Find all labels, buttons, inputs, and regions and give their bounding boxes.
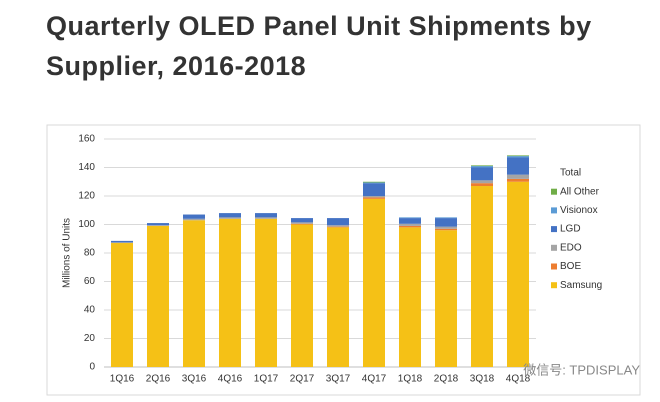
- bar-segment: [363, 196, 385, 198]
- x-tick-label: 4Q16: [218, 374, 243, 385]
- y-tick-label: 80: [84, 248, 96, 259]
- y-tick-label: 100: [78, 219, 95, 230]
- x-tick-label: 3Q18: [470, 374, 495, 385]
- legend-label: BOE: [560, 261, 581, 272]
- bar-segment: [291, 222, 313, 224]
- y-tick-label: 20: [84, 333, 96, 344]
- bar-segment: [399, 227, 421, 367]
- y-axis-label: Millions of Units: [62, 218, 73, 288]
- bar-segment: [399, 223, 421, 226]
- bar-segment: [435, 217, 457, 219]
- y-tick-label: 60: [84, 276, 96, 287]
- legend-swatch: [551, 244, 557, 251]
- legend-label: EDO: [560, 242, 582, 253]
- bar-segment: [507, 155, 529, 157]
- bar-segment: [147, 223, 169, 226]
- bar-segment: [291, 224, 313, 367]
- watermark: 微信号: TPDISPLAY: [523, 362, 640, 377]
- legend-label: LGD: [560, 224, 581, 235]
- legend-swatch: [551, 207, 557, 214]
- legend-swatch: [551, 226, 557, 233]
- bar-segment: [147, 225, 169, 367]
- bar-segment: [111, 240, 133, 243]
- x-tick-label: 4Q18: [506, 374, 531, 385]
- bar-segment: [219, 218, 241, 367]
- x-tick-label: 1Q17: [254, 374, 279, 385]
- legend-swatch: [551, 188, 557, 195]
- bar-segment: [219, 217, 241, 219]
- x-tick-label: 1Q18: [398, 374, 423, 385]
- bar-segment: [363, 183, 385, 196]
- y-tick-label: 0: [89, 362, 95, 373]
- legend-label: All Other: [560, 186, 600, 197]
- bar-segment: [183, 218, 205, 221]
- bar-segment: [399, 225, 421, 228]
- bar-segment: [111, 242, 133, 244]
- legend-swatch: [551, 282, 557, 289]
- bar-segment: [507, 174, 529, 179]
- bar-segment: [111, 243, 133, 367]
- bar-segment: [291, 223, 313, 225]
- bar-segment: [471, 166, 493, 168]
- title: Quarterly OLED Panel Unit Shipments by S…: [46, 6, 592, 86]
- legend-label: Samsung: [560, 280, 602, 291]
- bar-segment: [435, 230, 457, 367]
- y-tick-label: 140: [78, 162, 95, 173]
- bar-segment: [327, 226, 349, 228]
- bar-segment: [327, 218, 349, 226]
- x-tick-label: 3Q17: [326, 374, 351, 385]
- legend-label: Total: [560, 168, 581, 179]
- bar-segment: [327, 225, 349, 227]
- x-tick-label: 4Q17: [362, 374, 387, 385]
- bar-segment: [183, 214, 205, 219]
- y-tick-label: 160: [78, 134, 95, 145]
- bar-segment: [471, 167, 493, 181]
- bar-segment: [255, 218, 277, 367]
- legend-swatch: [551, 263, 557, 270]
- bar-segment: [507, 178, 529, 182]
- x-tick-label: 2Q16: [146, 374, 171, 385]
- bar-segment: [183, 220, 205, 367]
- bar-segment: [435, 226, 457, 229]
- bar-segment: [399, 218, 421, 224]
- x-tick-label: 2Q17: [290, 374, 315, 385]
- x-tick-label: 1Q16: [110, 374, 135, 385]
- y-tick-label: 40: [84, 305, 96, 316]
- bar-segment: [471, 186, 493, 367]
- bar-segment: [291, 218, 313, 223]
- bar-segment: [435, 228, 457, 231]
- bar-segment: [507, 181, 529, 367]
- x-tick-label: 3Q16: [182, 374, 207, 385]
- bar-segment: [363, 181, 385, 183]
- legend-label: Visionox: [560, 205, 598, 216]
- bar-segment: [255, 217, 277, 219]
- title-line: Supplier, 2016-2018: [46, 51, 307, 81]
- bar-segment: [219, 213, 241, 218]
- bar-segment: [255, 213, 277, 218]
- bar-segment: [471, 183, 493, 187]
- bar-segment: [471, 180, 493, 184]
- bar-segment: [507, 157, 529, 175]
- bar-segment: [363, 198, 385, 367]
- bar-segment: [507, 156, 529, 158]
- bar-segment: [327, 227, 349, 367]
- bar-segment: [147, 225, 169, 226]
- bar-segment: [363, 197, 385, 199]
- bar-segment: [471, 165, 493, 167]
- y-tick-label: 120: [78, 191, 95, 202]
- x-tick-label: 2Q18: [434, 374, 459, 385]
- bar-segment: [363, 182, 385, 184]
- bar-segment: [399, 217, 421, 219]
- bar-segment: [435, 218, 457, 227]
- title-line: Quarterly OLED Panel Unit Shipments by: [46, 11, 592, 41]
